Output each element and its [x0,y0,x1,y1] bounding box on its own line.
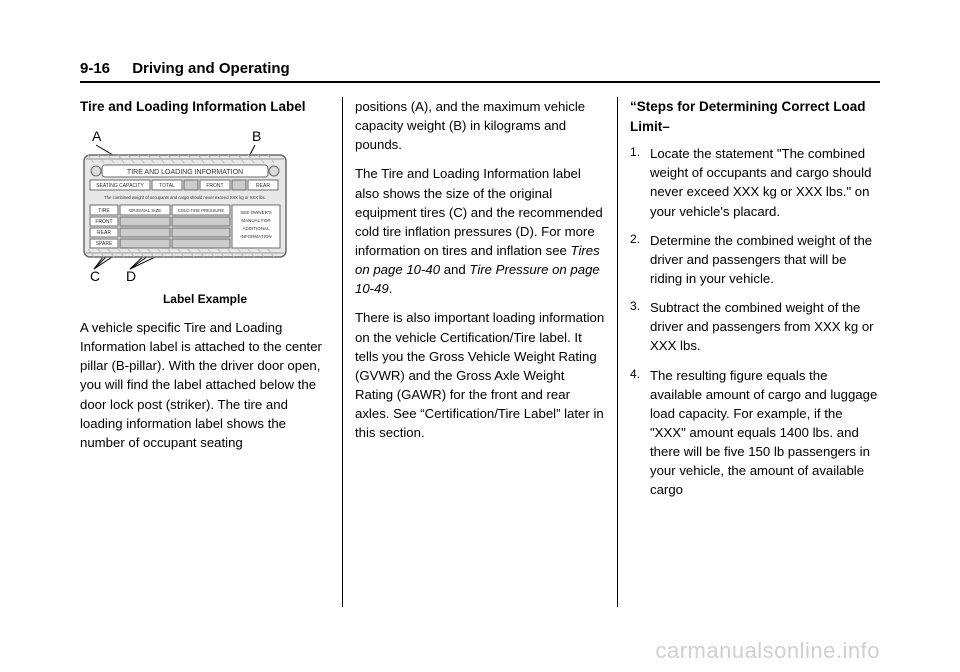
svg-text:FRONT: FRONT [95,219,112,225]
callout-D: D [126,268,136,284]
svg-text:INFORMATION: INFORMATION [240,234,271,239]
page-header: 9-16 Driving and Operating [80,60,880,83]
diagram-caption: Label Example [80,291,330,308]
page-number: 9-16 [80,60,110,77]
column-1: Tire and Loading Information Label A B C… [80,97,343,607]
col3-subhead: “Steps for Determining Correct Load Limi… [630,97,880,136]
svg-text:TIRE: TIRE [98,208,110,214]
svg-text:FRONT: FRONT [206,183,223,189]
column-3: “Steps for Determining Correct Load Limi… [618,97,880,607]
svg-text:SEATING CAPACITY: SEATING CAPACITY [96,183,144,189]
content-columns: Tire and Loading Information Label A B C… [80,97,880,607]
header-line: 9-16 Driving and Operating [80,60,880,77]
svg-text:ORIGINAL SIZE: ORIGINAL SIZE [129,208,162,213]
col2-para1: positions (A), and the maximum vehicle c… [355,97,605,154]
svg-text:SPARE: SPARE [96,241,113,247]
callout-B: B [252,128,261,144]
tire-label-diagram: A B C D [80,125,290,285]
step-3: Subtract the combined weight of the driv… [630,298,880,355]
col2-p2-post: . [389,281,393,296]
col1-subhead: Tire and Loading Information Label [80,97,330,117]
col2-p2-pre: The Tire and Loading Information label a… [355,166,603,258]
svg-text:REAR: REAR [256,183,270,189]
column-2: positions (A), and the maximum vehicle c… [343,97,618,607]
svg-text:MANUAL FOR: MANUAL FOR [241,218,271,223]
svg-text:TIRE AND LOADING INFORMATION: TIRE AND LOADING INFORMATION [127,169,243,176]
col2-para3: There is also important loading informat… [355,308,605,442]
step-4: The resulting figure equals the availabl… [630,366,880,500]
manual-page: 9-16 Driving and Operating Tire and Load… [80,60,880,620]
step-1: Locate the statement "The combined weigh… [630,144,880,221]
watermark: carmanualsonline.info [655,638,880,664]
col2-p2-mid: and [440,262,469,277]
callout-C: C [90,268,100,284]
svg-text:The combined weight of occupan: The combined weight of occupants and car… [104,195,266,200]
section-title: Driving and Operating [132,60,290,77]
col2-para2: The Tire and Loading Information label a… [355,164,605,298]
svg-text:REAR: REAR [97,230,111,236]
svg-text:COLD TIRE PRESSURE: COLD TIRE PRESSURE [178,208,225,213]
callout-A: A [92,128,102,144]
steps-list: Locate the statement "The combined weigh… [630,144,880,499]
col1-para1: A vehicle specific Tire and Loading Info… [80,318,330,452]
svg-text:ADDITIONAL: ADDITIONAL [242,226,270,231]
svg-text:TOTAL: TOTAL [159,183,175,189]
step-2: Determine the combined weight of the dri… [630,231,880,288]
svg-text:SEE OWNER'S: SEE OWNER'S [240,210,271,215]
